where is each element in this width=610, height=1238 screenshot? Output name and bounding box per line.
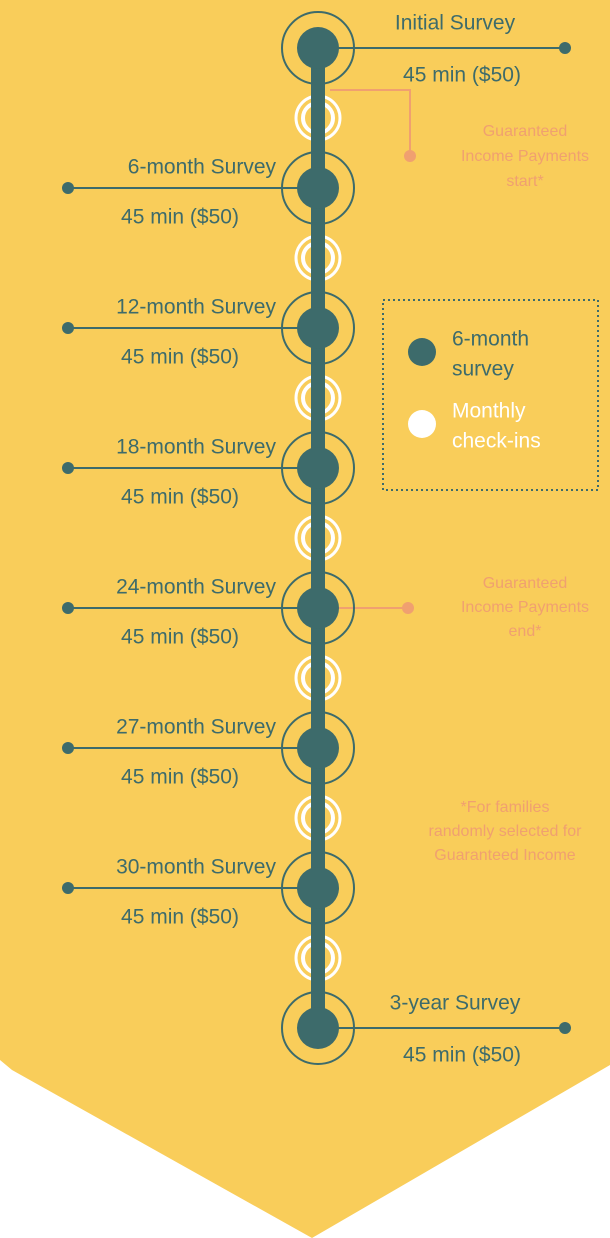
survey-detail: 45 min ($50)	[403, 64, 521, 87]
legend-survey-dot	[408, 338, 436, 366]
legend-checkin-text: check-ins	[452, 430, 541, 453]
payment-end-text: Income Payments	[461, 599, 589, 616]
survey-detail: 45 min ($50)	[121, 626, 239, 649]
survey-label: 18-month Survey	[116, 436, 276, 459]
payment-start-text: Income Payments	[461, 148, 589, 165]
survey-detail: 45 min ($50)	[121, 206, 239, 229]
survey-leader-dot	[559, 1022, 571, 1034]
survey-label: 6-month Survey	[128, 156, 277, 179]
footnote: Guaranteed Income	[434, 847, 576, 864]
survey-label: Initial Survey	[395, 12, 516, 35]
footnote: randomly selected for	[429, 823, 583, 840]
payment-start-connector	[330, 89, 411, 156]
legend-checkin-dot	[408, 410, 436, 438]
legend-box	[382, 299, 599, 491]
survey-label: 12-month Survey	[116, 296, 276, 319]
survey-leader-dot	[62, 602, 74, 614]
survey-leader-dot	[62, 742, 74, 754]
survey-leader-dot	[62, 182, 74, 194]
survey-detail: 45 min ($50)	[121, 906, 239, 929]
payment-end-text: end*	[509, 623, 542, 640]
legend-survey-text: survey	[452, 358, 514, 381]
survey-leader-dot	[62, 462, 74, 474]
payment-start-text: start*	[506, 173, 543, 190]
survey-detail: 45 min ($50)	[403, 1044, 521, 1067]
payment-start-dot	[404, 150, 416, 162]
payment-end-text: Guaranteed	[483, 575, 568, 592]
legend-survey-text: 6-month	[452, 328, 529, 351]
payment-start-text: Guaranteed	[483, 123, 568, 140]
survey-label: 30-month Survey	[116, 856, 276, 879]
survey-leader-dot	[62, 882, 74, 894]
survey-leader-dot	[62, 322, 74, 334]
legend-checkin-text: Monthly	[452, 400, 526, 423]
survey-label: 24-month Survey	[116, 576, 276, 599]
footnote: *For families	[461, 799, 550, 816]
survey-detail: 45 min ($50)	[121, 766, 239, 789]
survey-leader-dot	[559, 42, 571, 54]
survey-label: 27-month Survey	[116, 716, 276, 739]
payment-end-dot	[402, 602, 414, 614]
survey-detail: 45 min ($50)	[121, 486, 239, 509]
survey-label: 3-year Survey	[390, 992, 521, 1015]
survey-detail: 45 min ($50)	[121, 346, 239, 369]
